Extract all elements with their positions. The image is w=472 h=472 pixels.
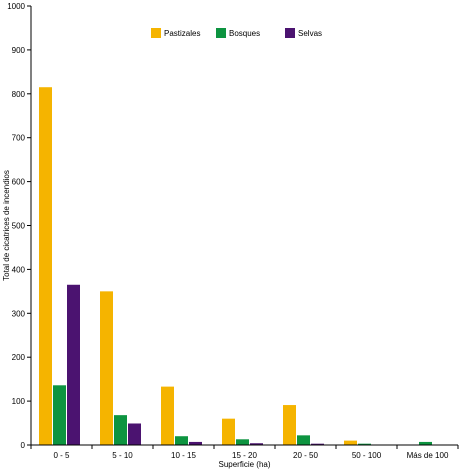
x-tick-label: 15 - 20 [232,451,257,460]
legend-swatch-bosques [216,28,226,38]
legend-label-bosques: Bosques [229,29,260,38]
y-tick-label: 200 [12,353,26,362]
bar-bosques-3 [236,439,249,445]
legend-swatch-pastizales [151,28,161,38]
bar-pastizales-2 [161,386,174,445]
y-tick-label: 700 [12,134,26,143]
bar-selvas-0 [67,284,80,445]
bar-selvas-2 [189,441,202,445]
y-tick-label: 100 [12,397,26,406]
bar-pastizales-0 [39,87,52,445]
x-axis-ticks: 0 - 5 5 - 10 10 - 15 15 - 20 20 - 50 50 - 100… [30,445,459,460]
y-tick-label: 400 [12,265,26,274]
bar-selvas-1 [128,423,141,445]
x-tick-label: 0 - 5 [53,451,70,460]
bar-bosques-4 [297,435,310,445]
bar-selvas-4 [311,443,324,445]
y-tick-label: 900 [12,46,26,55]
bar-pastizales-1 [100,291,113,445]
y-axis-title: Total de cicatrices de incendios [2,170,11,281]
bar-bosques-5 [358,443,371,445]
bar-selvas-3 [250,443,263,445]
x-axis-title: Superficie (ha) [218,460,270,469]
y-tick-label: 500 [12,222,26,231]
y-tick-label: 600 [12,178,26,187]
bar-bosques-0 [53,385,66,445]
legend-swatch-selvas [285,28,295,38]
y-tick-label: 800 [12,90,26,99]
x-tick-label: 50 - 100 [352,451,382,460]
legend-label-pastizales: Pastizales [164,29,200,38]
x-tick-label: 10 - 15 [171,451,196,460]
y-tick-label: 0 [21,441,26,450]
y-axis-ticks: 0 100 200 300 400 500 600 700 800 900 1000 [7,2,31,450]
bar-pastizales-4 [283,405,296,445]
bar-bosques-2 [175,436,188,445]
bar-pastizales-3 [222,418,235,445]
legend: Pastizales Bosques Selvas [151,28,322,38]
bars-group [39,87,432,445]
legend-label-selvas: Selvas [298,29,322,38]
y-tick-label: 1000 [7,2,25,11]
bar-bosques-6 [419,441,432,445]
x-tick-label: Más de 100 [407,451,449,460]
bar-pastizales-5 [344,440,357,445]
y-tick-label: 300 [12,309,26,318]
bar-bosques-1 [114,415,127,445]
x-tick-label: 20 - 50 [293,451,318,460]
x-tick-label: 5 - 10 [112,451,133,460]
